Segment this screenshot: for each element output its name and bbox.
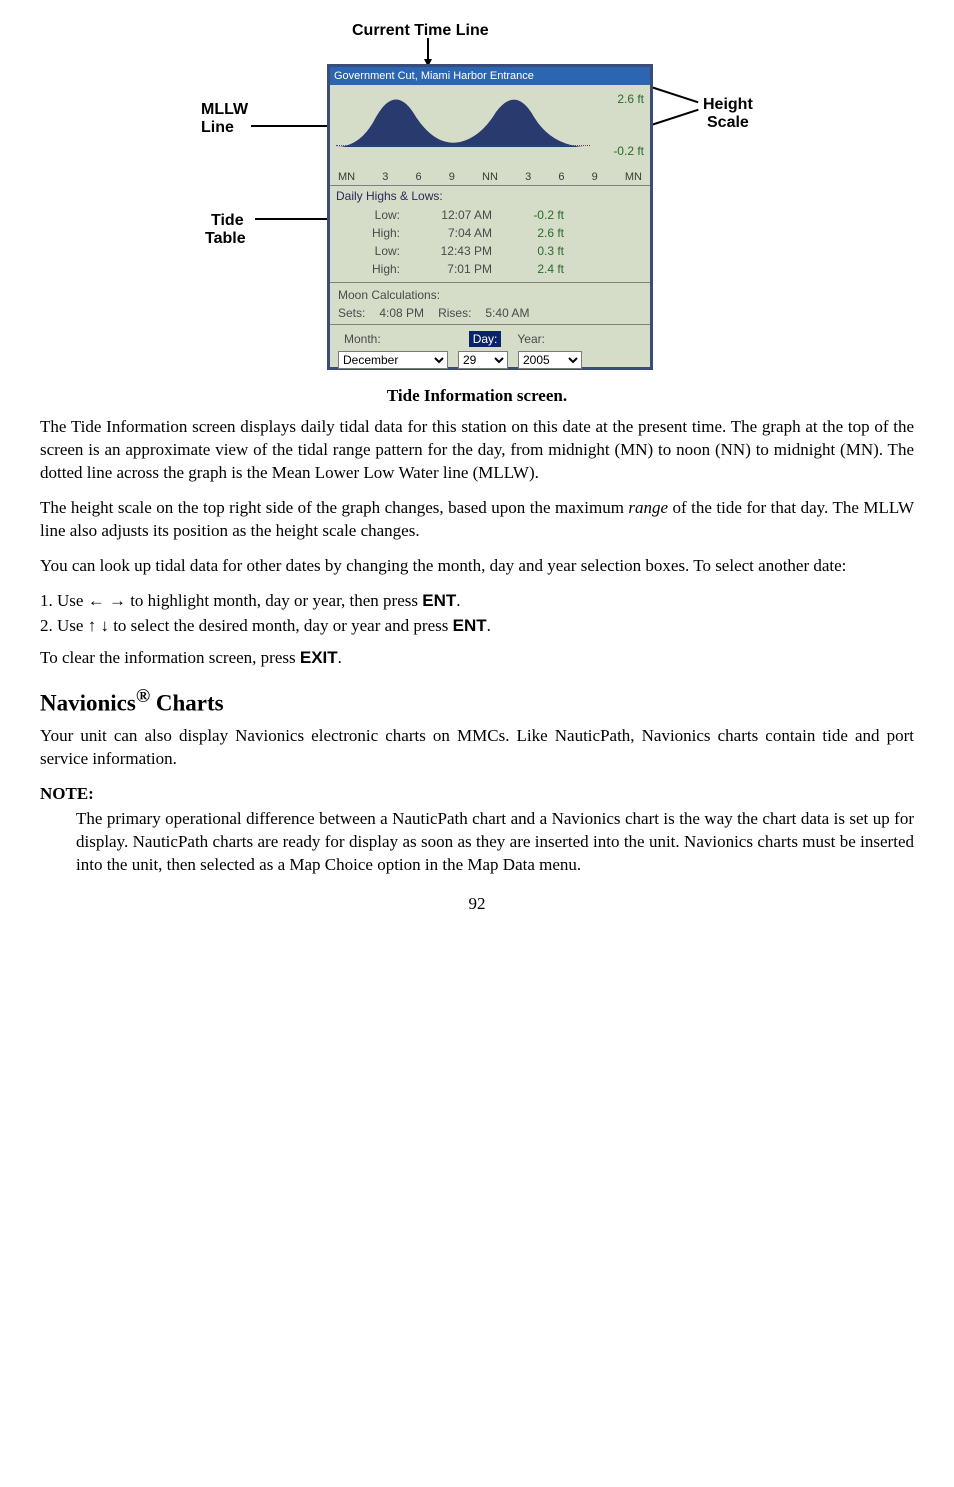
month-label: Month: bbox=[344, 331, 381, 347]
text: . bbox=[456, 591, 460, 610]
day-select[interactable]: 29 bbox=[458, 351, 508, 369]
xaxis-tick: MN bbox=[625, 169, 642, 185]
height-top: 2.6 ft bbox=[617, 91, 644, 107]
tide-height: 0.3 ft bbox=[504, 242, 564, 260]
paragraph: The height scale on the top right side o… bbox=[40, 497, 914, 543]
step-2: 2. Use ↑ ↓ to select the desired month, … bbox=[40, 615, 914, 638]
year-select[interactable]: 2005 bbox=[518, 351, 582, 369]
callout-line bbox=[255, 218, 337, 220]
registered-icon: ® bbox=[136, 686, 150, 707]
step-1: 1. Use ← → to highlight month, day or ye… bbox=[40, 590, 914, 613]
tide-time: 7:04 AM bbox=[412, 224, 492, 242]
tide-row: High: 7:01 PM 2.4 ft bbox=[340, 260, 640, 278]
annotated-screenshot-diagram: Current Time Line MLLW Line Tide Table H… bbox=[167, 24, 787, 379]
tide-info-panel: Government Cut, Miami Harbor Entrance 2.… bbox=[327, 64, 653, 370]
xaxis-tick: 9 bbox=[449, 169, 455, 185]
tide-label: Low: bbox=[340, 242, 400, 260]
panel-titlebar: Government Cut, Miami Harbor Entrance bbox=[330, 67, 650, 85]
paragraph: The Tide Information screen displays dai… bbox=[40, 416, 914, 485]
date-section: Month: Day: Year: December 29 2005 bbox=[330, 325, 650, 373]
key-ent: ENT bbox=[422, 591, 456, 610]
callout-line bbox=[251, 125, 327, 127]
tide-time: 7:01 PM bbox=[412, 260, 492, 278]
text: 2. Use bbox=[40, 616, 88, 635]
section-heading: Navionics® Charts bbox=[40, 684, 914, 719]
tide-height: 2.6 ft bbox=[504, 224, 564, 242]
label-current-time-line: Current Time Line bbox=[352, 20, 489, 42]
paragraph: Your unit can also display Navionics ele… bbox=[40, 725, 914, 771]
chart-xaxis: MN 3 6 9 NN 3 6 9 MN bbox=[330, 169, 650, 185]
tide-time: 12:07 AM bbox=[412, 206, 492, 224]
height-bottom: -0.2 ft bbox=[613, 143, 644, 159]
xaxis-tick: 6 bbox=[416, 169, 422, 185]
text: . bbox=[487, 616, 491, 635]
text: The height scale on the top right side o… bbox=[40, 498, 628, 517]
tide-height: -0.2 ft bbox=[504, 206, 564, 224]
text: . bbox=[338, 648, 342, 667]
xaxis-tick: 6 bbox=[558, 169, 564, 185]
tide-row: Low: 12:43 PM 0.3 ft bbox=[340, 242, 640, 260]
year-label: Year: bbox=[517, 331, 545, 347]
moon-sets-label: Sets: bbox=[338, 305, 365, 321]
mllw-dotted-line bbox=[336, 145, 590, 146]
text: to highlight month, day or year, then pr… bbox=[126, 591, 422, 610]
text: 1. Use bbox=[40, 591, 88, 610]
tide-label: High: bbox=[340, 224, 400, 242]
down-arrow-icon: ↓ bbox=[100, 616, 109, 635]
tide-curve-icon bbox=[336, 87, 584, 167]
paragraph: You can look up tidal data for other dat… bbox=[40, 555, 914, 578]
up-arrow-icon: ↑ bbox=[88, 616, 97, 635]
figure-caption: Tide Information screen. bbox=[40, 385, 914, 408]
xaxis-tick: NN bbox=[482, 169, 498, 185]
right-arrow-icon: → bbox=[109, 591, 126, 610]
key-exit: EXIT bbox=[300, 648, 338, 667]
day-label: Day: bbox=[469, 331, 502, 347]
moon-rises: 5:40 AM bbox=[485, 305, 529, 321]
left-arrow-icon: ← bbox=[88, 591, 105, 610]
tide-height: 2.4 ft bbox=[504, 260, 564, 278]
month-select[interactable]: December bbox=[338, 351, 448, 369]
page-number: 92 bbox=[40, 893, 914, 916]
xaxis-tick: 3 bbox=[382, 169, 388, 185]
arrow-line bbox=[427, 38, 429, 60]
moon-rises-label: Rises: bbox=[438, 305, 471, 321]
label-mllw-line: Line bbox=[201, 117, 234, 139]
paragraph: To clear the information screen, press E… bbox=[40, 647, 914, 670]
xaxis-tick: MN bbox=[338, 169, 355, 185]
label-scale: Scale bbox=[707, 112, 749, 134]
note-label: NOTE: bbox=[40, 783, 914, 806]
xaxis-tick: 3 bbox=[525, 169, 531, 185]
note-body: The primary operational difference betwe… bbox=[76, 808, 914, 877]
heading-text: Navionics bbox=[40, 691, 136, 716]
moon-sets: 4:08 PM bbox=[379, 305, 424, 321]
xaxis-tick: 9 bbox=[592, 169, 598, 185]
tide-time: 12:43 PM bbox=[412, 242, 492, 260]
italic-text: range bbox=[628, 498, 668, 517]
tide-label: Low: bbox=[340, 206, 400, 224]
tide-label: High: bbox=[340, 260, 400, 278]
section-moon: Moon Calculations: bbox=[338, 287, 642, 303]
label-tide-table: Table bbox=[205, 228, 246, 250]
moon-section: Moon Calculations: Sets: 4:08 PM Rises: … bbox=[330, 283, 650, 324]
tide-row: High: 7:04 AM 2.6 ft bbox=[340, 224, 640, 242]
key-ent: ENT bbox=[453, 616, 487, 635]
heading-text: Charts bbox=[150, 691, 223, 716]
tide-table: Low: 12:07 AM -0.2 ft High: 7:04 AM 2.6 … bbox=[330, 206, 650, 283]
tide-row: Low: 12:07 AM -0.2 ft bbox=[340, 206, 640, 224]
tide-chart-area: 2.6 ft -0.2 ft MN 3 6 9 NN 3 6 9 MN bbox=[330, 85, 650, 186]
section-highs-lows: Daily Highs & Lows: bbox=[330, 186, 650, 206]
text: to select the desired month, day or year… bbox=[109, 616, 453, 635]
text: To clear the information screen, press bbox=[40, 648, 300, 667]
